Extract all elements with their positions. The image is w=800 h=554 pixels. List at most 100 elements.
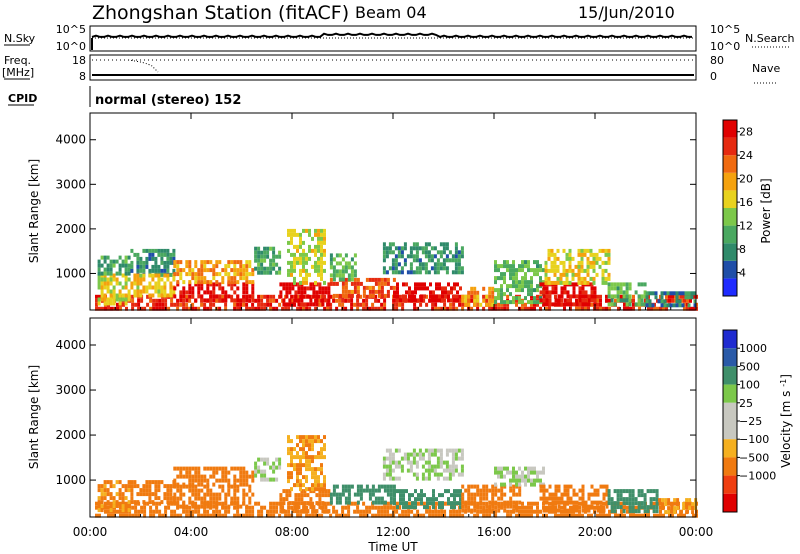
power-cell xyxy=(565,256,569,261)
power-cell xyxy=(604,280,608,285)
power-cell xyxy=(291,286,295,291)
velocity-cell xyxy=(427,464,431,469)
velocity-cell xyxy=(305,435,308,440)
velocity-cell xyxy=(385,448,389,453)
velocity-cell xyxy=(637,493,641,498)
power-cell xyxy=(296,244,299,249)
velocity-cell xyxy=(500,496,504,501)
velocity-cell xyxy=(321,509,325,514)
power-cell xyxy=(139,256,143,261)
velocity-cell xyxy=(629,513,632,518)
velocity-cell xyxy=(533,509,536,514)
power-cell xyxy=(260,258,264,263)
velocity-cell xyxy=(321,505,325,510)
velocity-cell xyxy=(302,443,305,448)
power-cell xyxy=(97,259,101,264)
velocity-cell xyxy=(566,508,570,513)
power-cell xyxy=(308,244,311,249)
velocity-cell xyxy=(432,505,435,510)
velocity-cell xyxy=(221,504,225,509)
power-cell xyxy=(648,299,652,304)
velocity-cell xyxy=(124,496,128,501)
velocity-cell xyxy=(335,496,339,501)
power-cell xyxy=(215,282,219,287)
velocity-cell xyxy=(230,484,234,489)
power-cell xyxy=(444,294,447,299)
power-cell xyxy=(457,258,461,263)
power-cell xyxy=(317,244,320,249)
velocity-cell xyxy=(275,457,279,462)
power-cell xyxy=(545,290,549,295)
power-cell xyxy=(527,288,530,293)
velocity-cell xyxy=(308,459,311,464)
velocity-cell xyxy=(643,493,647,498)
power-cell xyxy=(601,260,605,265)
velocity-cell xyxy=(503,482,506,487)
power-cell xyxy=(251,302,255,307)
velocity-cell xyxy=(676,502,680,507)
velocity-cell xyxy=(215,496,219,501)
power-cell xyxy=(154,289,158,294)
velocity-cell xyxy=(236,488,240,493)
power-cell xyxy=(347,273,351,278)
velocity-cell xyxy=(179,488,183,493)
power-cell xyxy=(278,302,282,307)
power-cell xyxy=(524,260,527,265)
power-cell xyxy=(185,298,189,303)
velocity-cell xyxy=(461,504,465,509)
power-cell xyxy=(577,248,581,253)
power-cell xyxy=(185,306,189,311)
power-cell xyxy=(687,291,691,296)
power-cell xyxy=(506,294,510,299)
velocity-cell xyxy=(297,497,301,502)
velocity-cell xyxy=(512,492,516,497)
power-cell xyxy=(476,294,480,299)
velocity-cell xyxy=(563,513,566,518)
power-cell xyxy=(320,272,323,277)
power-cell xyxy=(544,260,548,265)
power-cell xyxy=(224,298,228,303)
velocity-cell xyxy=(439,448,443,453)
power-colorbar-tick-label: 8 xyxy=(739,243,746,256)
power-cell xyxy=(347,265,351,270)
power-cell xyxy=(245,298,249,303)
power-cell xyxy=(539,280,542,285)
nsearch-label: N.Search xyxy=(745,32,795,45)
power-cell xyxy=(176,272,180,277)
power-cell xyxy=(439,262,443,267)
power-cell xyxy=(158,302,162,307)
velocity-cell xyxy=(242,492,246,497)
velocity-cell xyxy=(557,484,561,489)
power-cell xyxy=(400,266,404,271)
power-cell xyxy=(533,260,536,265)
velocity-cell xyxy=(389,505,393,510)
velocity-cell xyxy=(437,513,441,518)
velocity-cell xyxy=(677,513,680,518)
power-cell xyxy=(151,252,155,257)
power-cell xyxy=(521,264,524,269)
power-cell xyxy=(116,306,119,311)
power-cell xyxy=(302,228,305,233)
velocity-cell xyxy=(659,501,662,506)
power-cell xyxy=(248,298,252,303)
velocity-cell xyxy=(332,509,336,514)
nsky-tick-top: 10^5 xyxy=(56,23,86,36)
velocity-cell xyxy=(521,474,524,479)
velocity-cell xyxy=(389,488,393,493)
velocity-cell xyxy=(420,489,423,494)
power-cell xyxy=(380,306,384,311)
velocity-cell xyxy=(628,493,632,498)
velocity-cell xyxy=(327,489,331,494)
power-cell xyxy=(385,246,389,251)
power-cell xyxy=(350,298,354,303)
power-cell xyxy=(645,303,649,308)
velocity-cell xyxy=(122,513,125,518)
power-cell xyxy=(279,290,283,295)
power-cell xyxy=(350,289,354,294)
power-cell xyxy=(160,277,164,282)
velocity-cell xyxy=(515,500,519,505)
velocity-cell xyxy=(602,492,606,497)
velocity-cell xyxy=(272,501,276,506)
power-cell xyxy=(151,256,155,261)
velocity-cell xyxy=(497,474,500,479)
